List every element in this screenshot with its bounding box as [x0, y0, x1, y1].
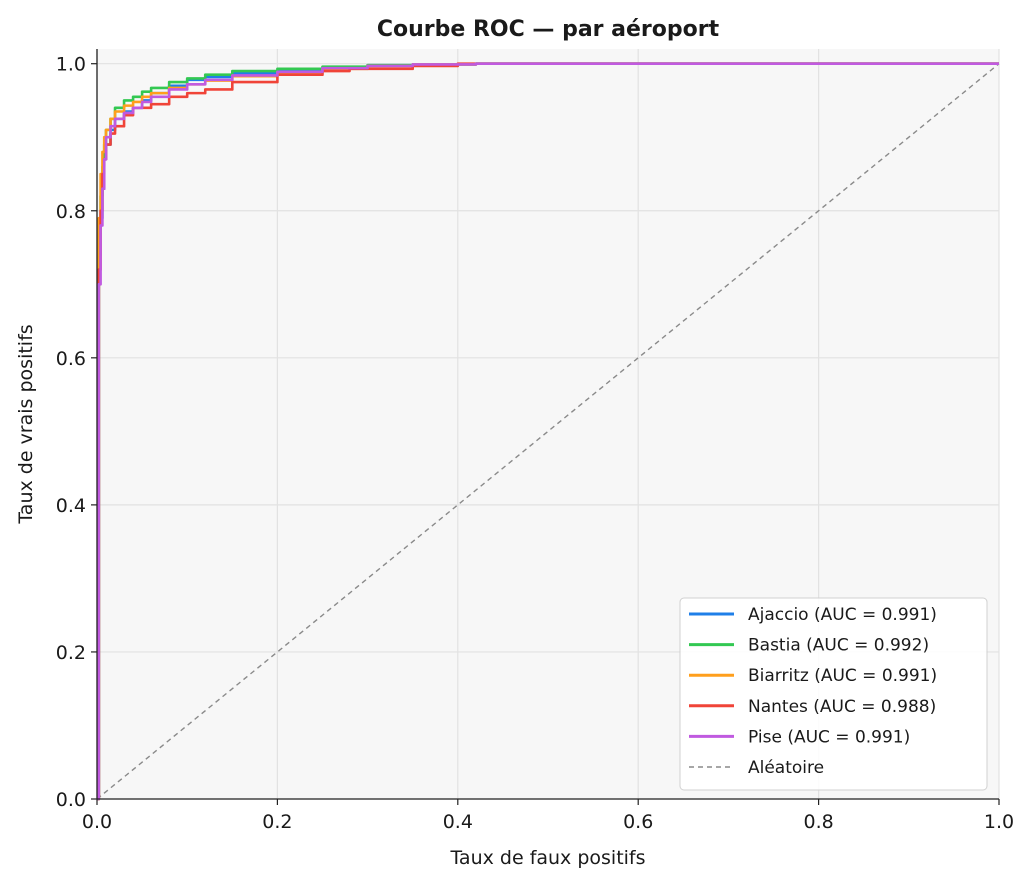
y-axis-label: Taux de vrais positifs	[15, 324, 37, 524]
legend-label-4: Pise (AUC = 0.991)	[748, 727, 910, 747]
y-ticks: 0.0 0.2 0.4 0.6 0.8 1.0	[56, 54, 97, 811]
x-tick-label-1: 0.2	[262, 811, 292, 833]
y-tick-label-4: 0.8	[56, 201, 86, 223]
reference-line	[96, 63, 1000, 800]
legend-box	[679, 597, 988, 791]
series-group	[97, 62, 999, 801]
y-tick-label-2: 0.4	[56, 495, 86, 517]
grid-lines	[96, 49, 1000, 800]
x-axis-label: Taux de faux positifs	[449, 847, 645, 869]
x-ticks: 0.0 0.2 0.4 0.6 0.8 1.0	[82, 799, 1014, 833]
series-line-4	[97, 62, 999, 801]
legend-label-0: Ajaccio (AUC = 0.991)	[748, 605, 937, 625]
x-tick-label-5: 1.0	[984, 811, 1014, 833]
legend: Ajaccio (AUC = 0.991) Bastia (AUC = 0.992…	[679, 597, 988, 791]
legend-label-1: Bastia (AUC = 0.992)	[748, 636, 929, 656]
y-tick-label-3: 0.6	[56, 348, 86, 370]
x-tick-label-4: 0.8	[803, 811, 833, 833]
y-tick-label-5: 1.0	[56, 54, 86, 76]
y-tick-label-0: 0.0	[56, 789, 86, 811]
x-tick-label-0: 0.0	[82, 811, 112, 833]
x-tick-label-2: 0.4	[443, 811, 473, 833]
x-tick-label-3: 0.6	[623, 811, 653, 833]
legend-label-5: Aléatoire	[748, 758, 824, 778]
y-tick-label-1: 0.2	[56, 642, 86, 664]
chart-title: Courbe ROC — par aéroport	[377, 17, 720, 42]
legend-label-3: Nantes (AUC = 0.988)	[748, 697, 936, 717]
legend-label-2: Biarritz (AUC = 0.991)	[748, 666, 937, 686]
